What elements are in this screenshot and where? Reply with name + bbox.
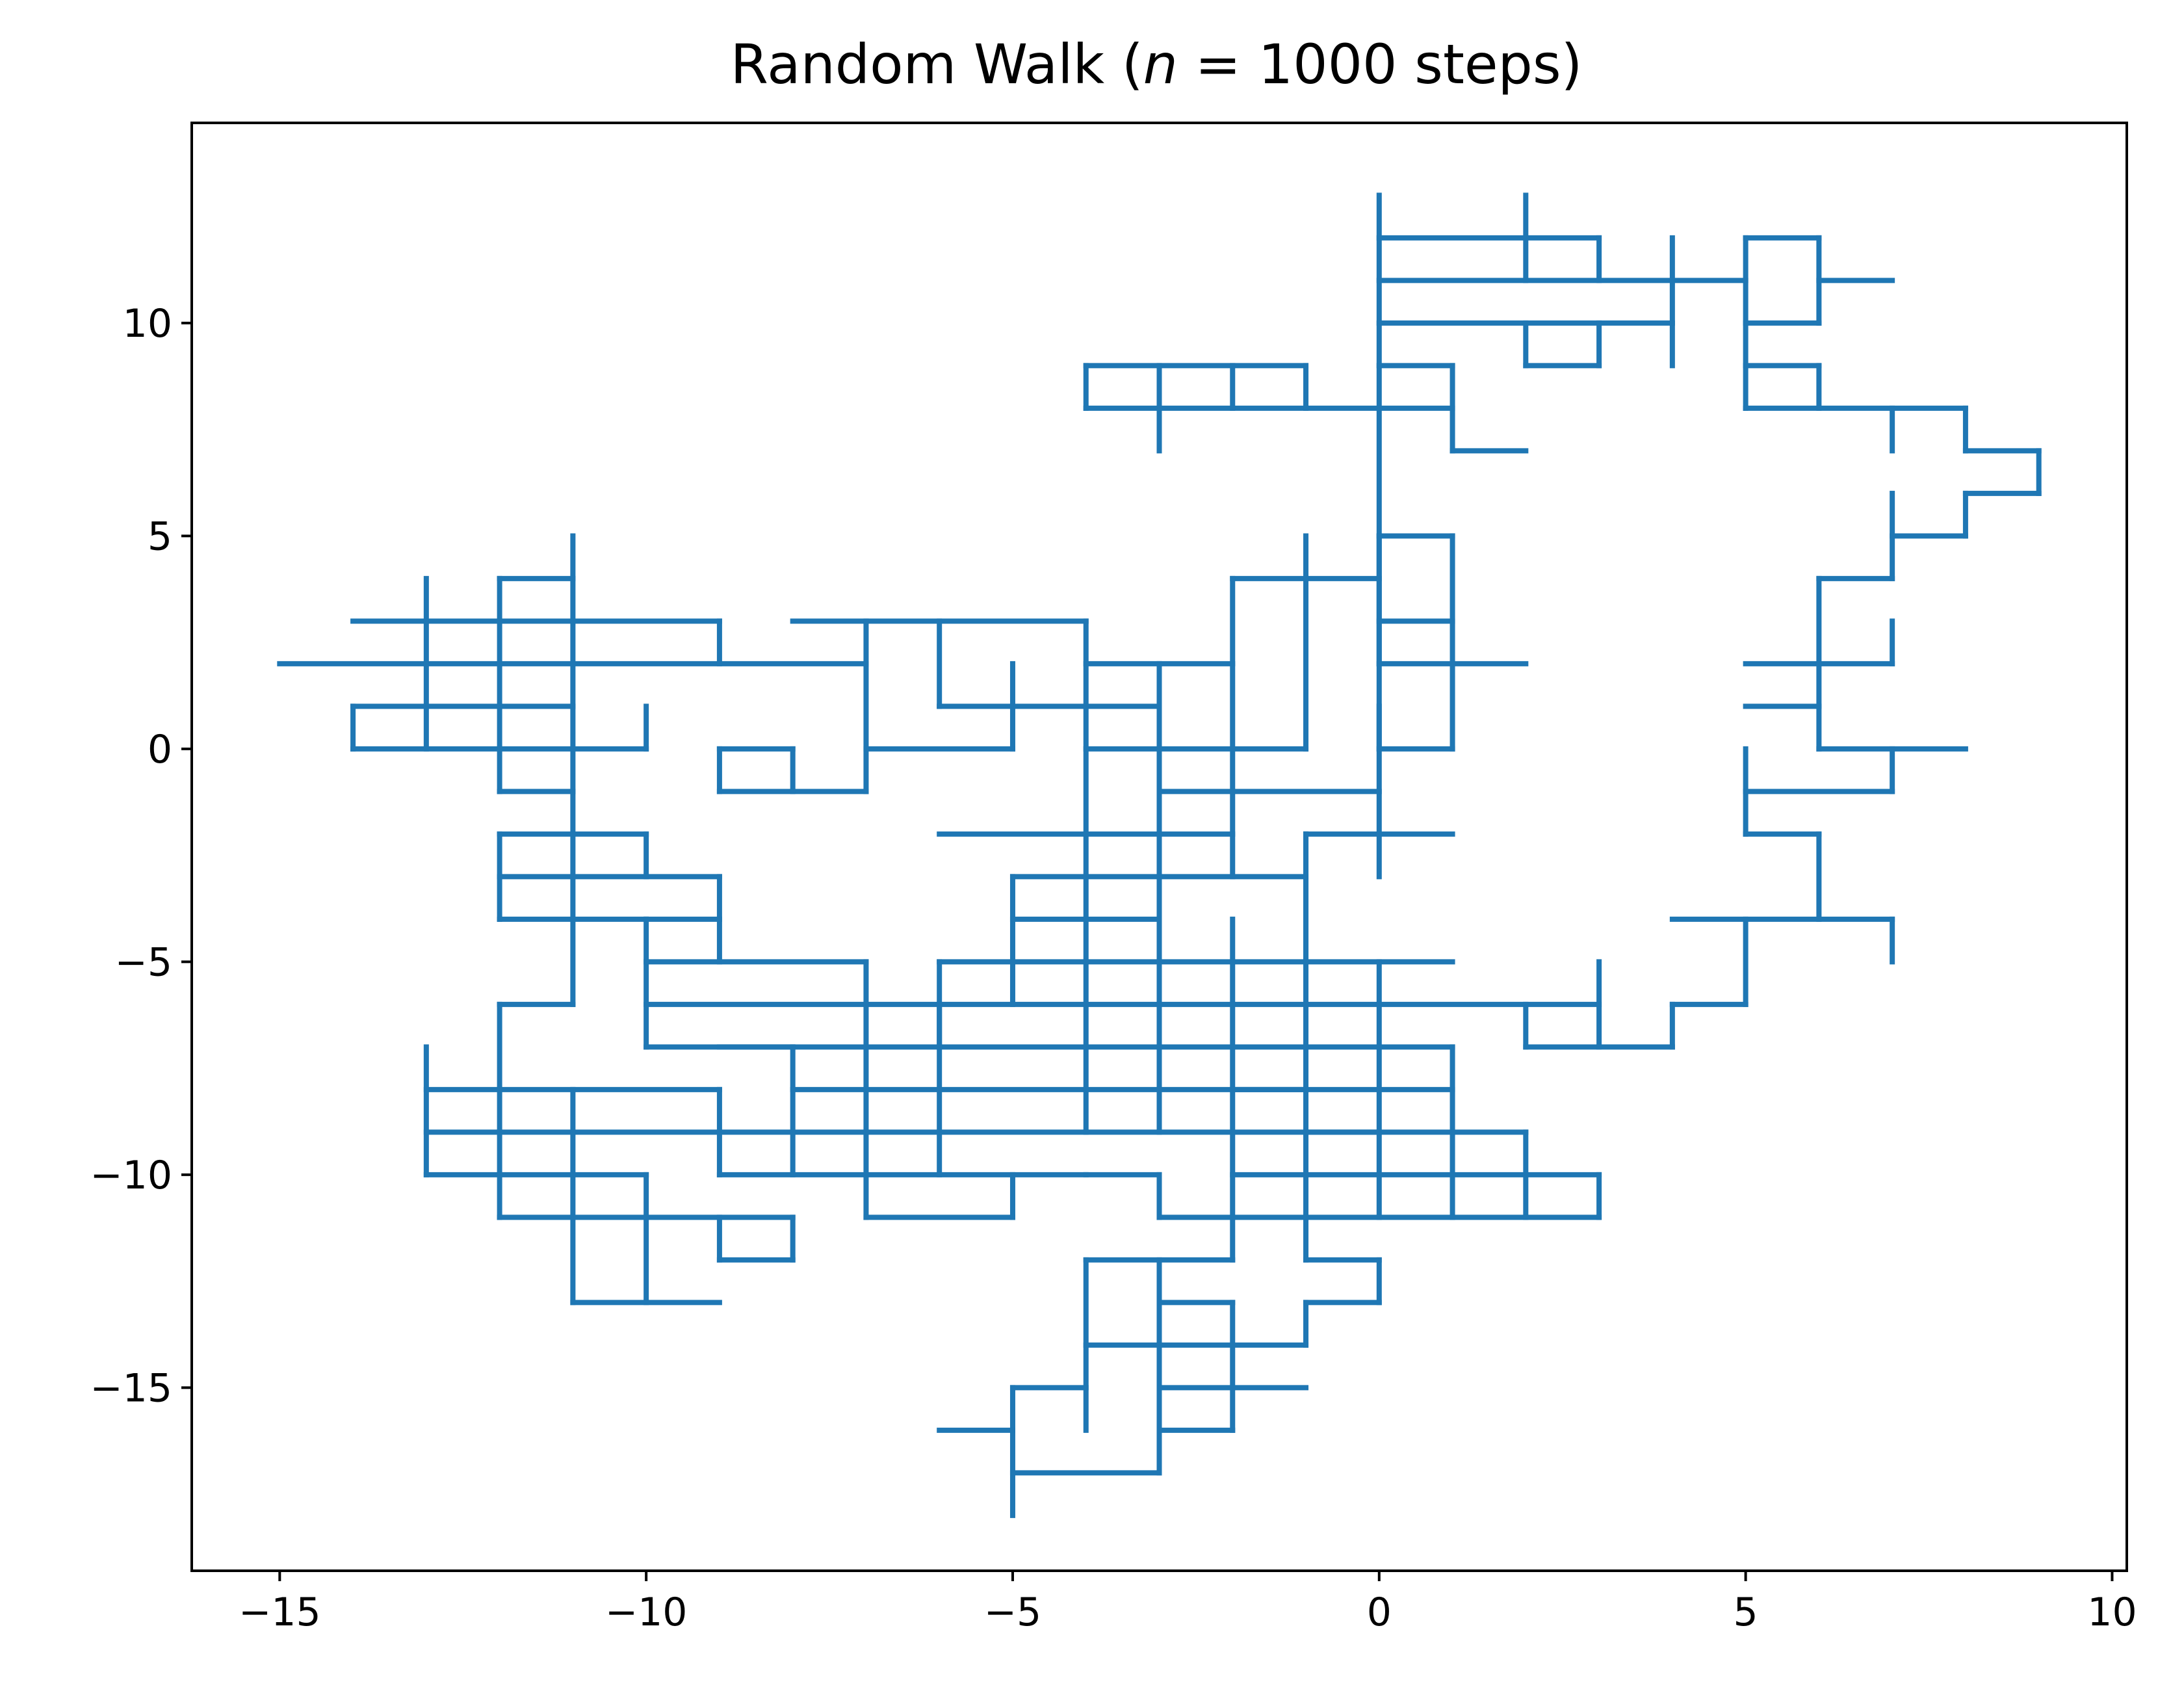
y-tick-label: −10	[90, 1153, 172, 1198]
x-tick-label: 10	[2087, 1590, 2137, 1635]
x-tick-label: 5	[1734, 1590, 1758, 1635]
y-tick-label: 0	[148, 727, 172, 772]
y-tick-label: 10	[123, 301, 172, 347]
x-tick-label: −15	[239, 1590, 321, 1635]
x-tick-label: −5	[984, 1590, 1041, 1635]
x-tick-label: 0	[1367, 1590, 1392, 1635]
plot-frame	[190, 122, 2128, 1572]
y-tick-label: −15	[90, 1365, 172, 1411]
plot-area	[277, 192, 2042, 1518]
x-tick-label: −10	[605, 1590, 688, 1635]
chart-title: Random Walk (n = 1000 steps)	[731, 33, 1583, 96]
x-axis: −15 −10 −5 0 5 10	[239, 1571, 2137, 1635]
y-axis: −15 −10 −5 0 5 10	[90, 301, 192, 1411]
y-tick-label: 5	[148, 514, 172, 559]
y-tick-label: −5	[115, 939, 172, 985]
